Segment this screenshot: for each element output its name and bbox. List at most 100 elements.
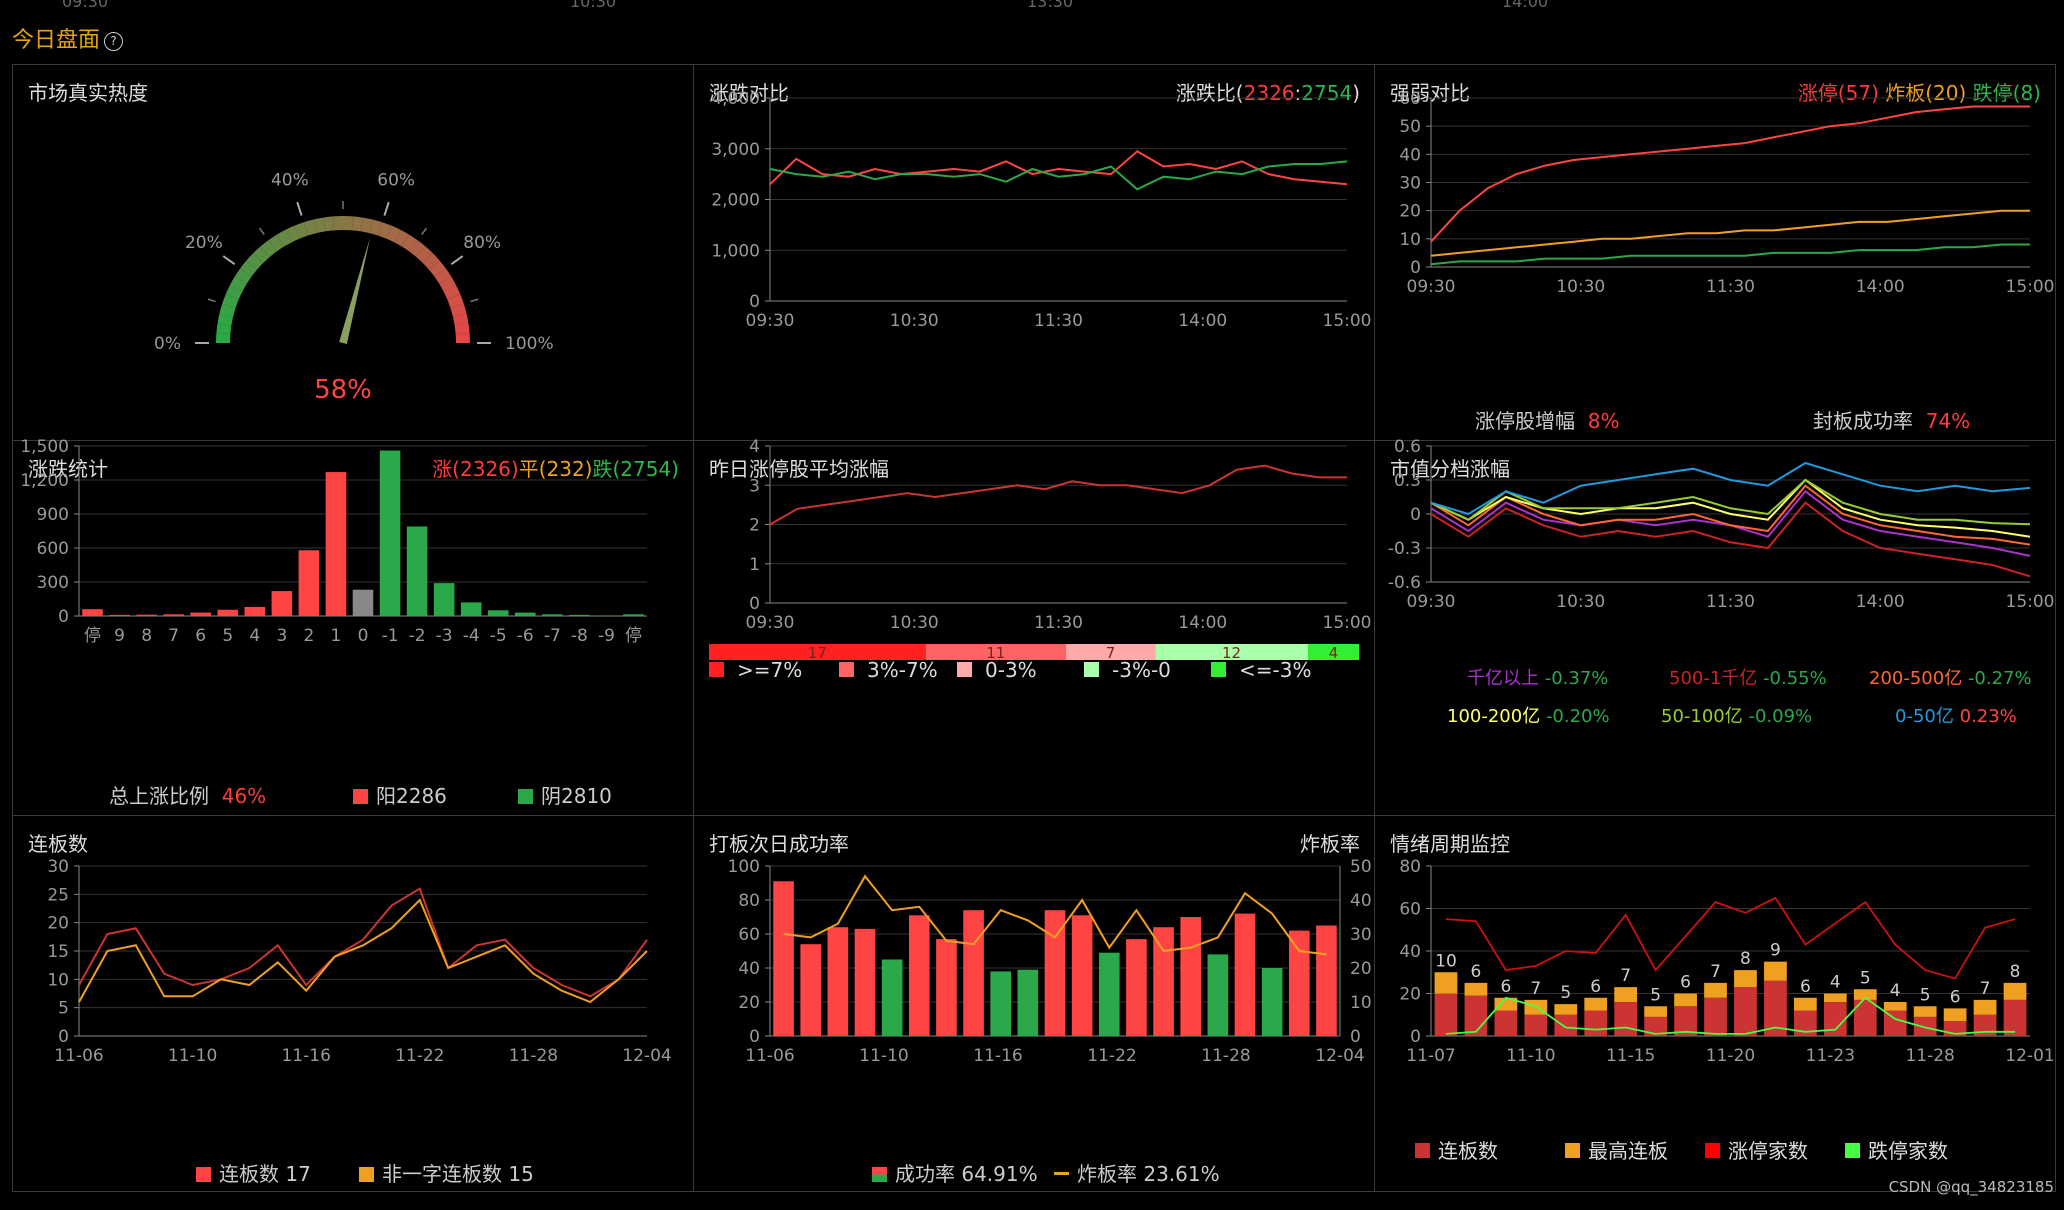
gauge-tick-label: 0% [154, 334, 181, 354]
x-tick-label: 11-20 [1706, 1046, 1755, 1066]
x-tick-label: 15:00 [2006, 277, 2055, 297]
success-bar [800, 944, 822, 1036]
gauge-tick-label: 40% [271, 170, 309, 190]
success-bar [963, 910, 984, 1036]
dist-legend-label: -3%-0 [1112, 658, 1171, 682]
y-tick-label: 2 [749, 516, 760, 536]
gauge-arc-segment [229, 276, 247, 292]
y-tick-label: 0 [1410, 258, 1421, 278]
stats-bar [217, 609, 239, 616]
success-bar [1316, 925, 1337, 1036]
panel-consecutive-boards: 连板数 0 5 10 15 20 25 30 11-06 11-10 11-16 11-22 11-2… [13, 816, 694, 1192]
y-tick-label: 1 [749, 555, 760, 575]
dist-segment [709, 644, 926, 660]
up-ratio-label: 总上涨比例 [109, 784, 209, 808]
y-tick-label: 40 [1399, 145, 1421, 165]
y-tick-label: 0 [749, 292, 760, 312]
y-tick-label: 60 [738, 925, 760, 945]
x-tick-label: 11-28 [509, 1046, 558, 1066]
help-icon[interactable]: ? [104, 32, 124, 51]
cycle-maxboard-label: 7 [1980, 979, 1991, 999]
cycle-maxboard-label: 6 [1680, 973, 1691, 993]
cycle-legend-label: 最高连板 [1588, 1139, 1668, 1163]
cycle-lianban-bar [1764, 980, 1787, 1036]
panel-title: 情绪周期监控 [1390, 832, 1510, 856]
cycle-lianban-bar [1524, 1014, 1548, 1036]
y-tick-label: 40 [1399, 942, 1421, 962]
y-tick-label: 40 [738, 959, 760, 979]
x-tick-label: 11-06 [54, 1046, 103, 1066]
panel-emotion-cycle: 情绪周期监控 0 20 40 60 80 11-07 11-10 11-15 11-20 11-2… [1375, 816, 2056, 1192]
mcap-series-5 [1430, 461, 2031, 516]
cycle-maxboard-bar [1674, 993, 1697, 1007]
legend-label: 连板数 17 [219, 1162, 311, 1186]
cycle-maxboard-bar [1883, 1002, 1907, 1011]
stats-x-label: 停 [625, 626, 642, 646]
cycle-maxboard-label: 7 [1620, 966, 1631, 986]
y-tick-label: 20 [1399, 202, 1421, 222]
gauge-arc-segment [240, 260, 258, 277]
y-tick-label: 3 [749, 476, 760, 496]
y-tick-label: 600 [37, 539, 69, 559]
stats-bar [82, 609, 103, 616]
gauge-arc-segment [409, 240, 426, 258]
gauge-arc-segment [422, 253, 440, 270]
legend-swatch [872, 1167, 887, 1182]
seal-success-rate: 封板成功率 74% [1813, 405, 1970, 434]
y-tick-label: 2,000 [711, 191, 760, 211]
cycle-lianban-bar [1883, 1010, 1907, 1036]
x-tick-label: 14:00 [1178, 311, 1227, 331]
gauge-tick-label: 80% [463, 233, 501, 253]
y-tick-label: 0.6 [1394, 437, 1421, 457]
gauge-tick-label: 60% [377, 170, 415, 190]
x-tick-label: 11-10 [859, 1046, 908, 1066]
mcap-legend-value: 0.23% [1960, 706, 2017, 727]
x-tick-label: 11-28 [1201, 1046, 1250, 1066]
y-tick-label: -0.6 [1388, 573, 1421, 593]
cycle-maxboard-label: 10 [1435, 951, 1457, 971]
y-tick-label: 15 [47, 942, 69, 962]
x-tick-label: 10:30 [1556, 592, 1605, 612]
cycle-maxboard-bar [1764, 961, 1787, 981]
cycle-maxboard-label: 5 [1920, 985, 1931, 1005]
stats-x-label: 4 [249, 626, 260, 646]
gauge-tick [450, 255, 464, 266]
panel-title: 昨日涨停股平均涨幅 [709, 457, 889, 481]
x-tick-label: 14:00 [1856, 277, 1905, 297]
dist-segment-label: 4 [1329, 644, 1339, 662]
gauge-minor-tick [207, 298, 216, 303]
cycle-maxboard-bar [1704, 982, 1727, 998]
cycle-lianban-bar [1464, 995, 1488, 1036]
legend-broken: 炸板(20) [1885, 81, 1967, 105]
x-tick-label: 11:30 [1034, 311, 1083, 331]
dist-segment-label: 12 [1222, 644, 1241, 662]
gauge-arc-segment [452, 313, 469, 326]
gauge-arc-segment [428, 260, 446, 277]
cycle-lianban-bar [1584, 1010, 1608, 1036]
gauge-arc-segment [454, 323, 470, 335]
cycle-maxboard-bar [1464, 982, 1488, 996]
consecutive-boards-line-chart: 0 5 10 15 20 25 30 11-06 11-10 11-16 11-22 11-28 12-… [47, 857, 671, 1066]
panel-market-heat: 市场真实热度 0% 20% 40% 60% 80% 100% 58% [13, 65, 694, 441]
x-tick-label: 12-04 [622, 1046, 671, 1066]
legend-swatch [359, 1167, 374, 1182]
stats-legend: 涨(2326)平(232)跌(2754) [432, 453, 679, 482]
gauge-arc-segment [216, 323, 232, 335]
cycle-lianban-bar [1734, 987, 1757, 1036]
stats-x-label: 8 [141, 626, 152, 646]
x-tick-label: 11-10 [1506, 1046, 1555, 1066]
legend-swatch [1054, 1172, 1069, 1175]
mcap-series-4 [1430, 478, 2031, 526]
gauge-arc-segment [285, 225, 300, 243]
stats-bar [325, 472, 347, 616]
cycle-maxboard-label: 5 [1650, 985, 1661, 1005]
stats-x-label: 6 [195, 626, 206, 646]
success-bar [1044, 910, 1066, 1036]
stats-x-label: -8 [571, 626, 588, 646]
cycle-legend-swatch [1565, 1143, 1580, 1158]
seal-success-value: 74% [1925, 409, 1971, 433]
market-cap-line-chart: -0.6 -0.3 0 0.3 0.6 09:30 10:30 11:30 14:00 15:00… [1388, 437, 2055, 727]
x-tick-label: 09:30 [746, 311, 795, 331]
gauge-arc-segment [360, 217, 373, 234]
success-bar [1098, 952, 1120, 1036]
